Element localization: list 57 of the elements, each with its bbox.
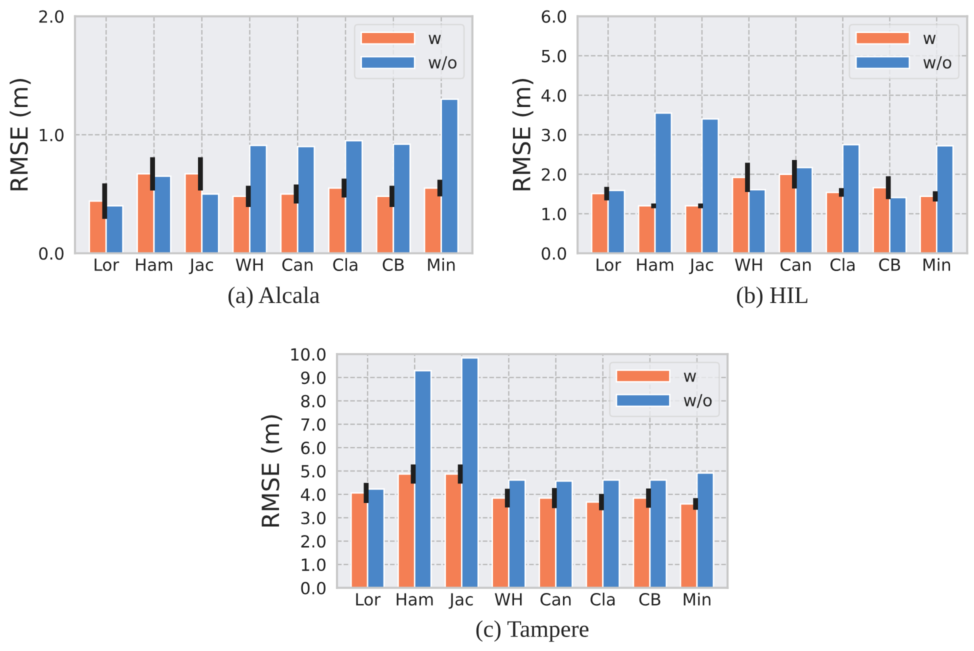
x-tick-label: CB (879, 258, 900, 271)
y-tick-label: 7.0 (301, 418, 326, 431)
x-tick-label: Lor (356, 593, 381, 606)
legend-label: w (923, 34, 936, 44)
x-tick-label: Cla (590, 592, 615, 606)
y-tick-label: 4.0 (541, 89, 566, 102)
x-tick-label: Lor (94, 258, 120, 271)
x-tick-label: Min (924, 258, 950, 271)
y-axis-title: RMSE (m) (512, 78, 534, 190)
x-tick-label: WH (494, 593, 522, 606)
x-tick-label: Ham (637, 258, 674, 271)
x-tick-label: Can (780, 258, 811, 271)
y-tick-label: 3.0 (542, 128, 566, 142)
y-tick-label: 9.0 (301, 371, 326, 384)
legend-label: w/o (428, 56, 456, 70)
y-tick-label: 0.0 (542, 247, 566, 260)
y-tick-label: 5.0 (301, 464, 326, 478)
y-tick-label: 6.0 (542, 10, 566, 23)
x-tick-label: CB (382, 258, 404, 271)
x-tick-label: Cla (830, 258, 855, 271)
legend-label: w (428, 34, 441, 44)
y-tick-label: 1.0 (302, 558, 326, 572)
y-axis-title: RMSE (m) (261, 415, 282, 526)
y-tick-label: 8.0 (301, 394, 326, 408)
text: (a) Alcala (228, 286, 320, 308)
y-tick-label: 3.0 (301, 512, 326, 524)
y-tick-label: 1.0 (40, 128, 64, 142)
x-tick-label: Can (540, 593, 571, 606)
x-tick-label: Jac (448, 593, 473, 609)
y-tick-label: 10.0 (291, 348, 326, 361)
y-tick-label: 4.0 (300, 488, 326, 501)
x-tick-label: Jac (688, 258, 714, 274)
x-tick-label: Cla (333, 258, 358, 271)
y-tick-label: 2.0 (39, 10, 64, 23)
x-tick-label: Ham (136, 258, 172, 271)
x-tick-label: Can (282, 258, 312, 271)
y-tick-label: 1.0 (542, 208, 566, 220)
legend-label: w/o (684, 394, 712, 408)
legend-label: w (684, 372, 696, 382)
y-tick-label: 0.0 (39, 247, 64, 260)
x-tick-label: Min (684, 592, 710, 606)
y-tick-label: 2.0 (542, 168, 566, 181)
legend-label: w/o (923, 56, 952, 70)
y-tick-label: 5.0 (542, 50, 566, 62)
y-tick-label: 6.0 (301, 442, 326, 454)
text: (c) Tampere (476, 620, 588, 642)
y-axis-title: RMSE (m) (10, 78, 31, 190)
x-tick-label: CB (639, 593, 660, 606)
text: (b) HIL (737, 286, 808, 308)
y-tick-label: 0.0 (301, 582, 326, 594)
x-tick-label: Jac (188, 258, 213, 274)
x-tick-label: Min (428, 258, 455, 271)
x-tick-label: Lor (596, 258, 622, 271)
x-tick-label: WH (734, 258, 762, 271)
x-tick-label: Ham (396, 593, 433, 606)
y-tick-label: 2.0 (301, 535, 326, 548)
x-tick-label: WH (236, 258, 263, 271)
